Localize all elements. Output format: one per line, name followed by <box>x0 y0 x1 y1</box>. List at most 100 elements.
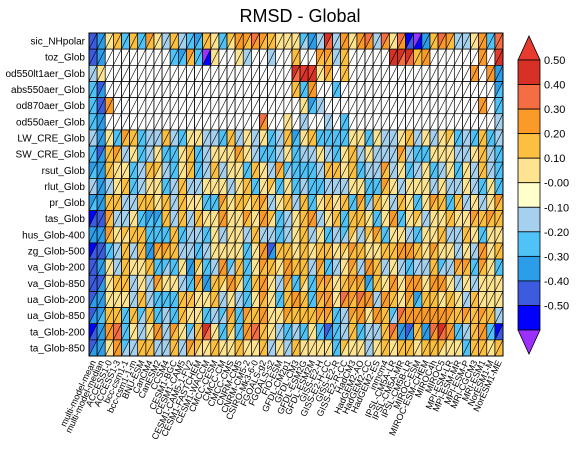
heatmap-cell <box>186 145 195 163</box>
heatmap-cell <box>226 307 236 324</box>
heatmap-cell <box>202 145 212 163</box>
heatmap-cell <box>356 97 366 115</box>
colorbar-swatch <box>517 255 541 282</box>
heatmap-cell <box>332 113 341 131</box>
heatmap-cell <box>429 210 439 228</box>
heatmap-cell <box>356 323 366 341</box>
heatmap-cell <box>186 81 195 98</box>
heatmap-cell <box>267 161 277 179</box>
heatmap-cell <box>445 65 455 82</box>
heatmap-cell <box>348 274 358 292</box>
heatmap-cell <box>356 274 366 292</box>
heatmap-cell <box>259 258 268 276</box>
heatmap-cell <box>348 307 358 324</box>
heatmap-cell <box>397 226 406 244</box>
heatmap-cell <box>291 48 301 66</box>
heatmap-cell <box>242 178 252 195</box>
heatmap-cell <box>234 161 244 179</box>
heatmap-cell <box>389 323 398 341</box>
heatmap-cell <box>186 194 195 211</box>
heatmap-cell <box>145 48 155 66</box>
heatmap-cell <box>470 258 479 276</box>
colorbar-swatch <box>517 305 541 331</box>
heatmap-cell <box>486 65 496 82</box>
heatmap-cell <box>218 65 228 82</box>
heatmap-cell <box>259 97 268 115</box>
heatmap-cell <box>307 339 317 357</box>
heatmap-cell <box>453 129 463 147</box>
heatmap-cell <box>161 323 171 341</box>
heatmap-cell <box>299 161 309 179</box>
heatmap-cell <box>275 48 285 66</box>
heatmap-cell <box>283 194 293 211</box>
heatmap-cell <box>137 113 147 131</box>
heatmap-cell <box>210 129 220 147</box>
heatmap-cell <box>380 48 390 66</box>
heatmap-cell <box>202 307 212 324</box>
heatmap-cell <box>202 32 212 50</box>
heatmap-cell <box>186 323 195 341</box>
heatmap-cell <box>218 145 228 163</box>
heatmap-cell <box>129 32 139 50</box>
heatmap-cell <box>494 161 504 179</box>
heatmap-cell <box>486 161 496 179</box>
heatmap-cell <box>104 32 114 50</box>
heatmap-cell <box>226 97 236 115</box>
heatmap-cell <box>413 65 423 82</box>
heatmap-cell <box>470 210 479 228</box>
heatmap-cell <box>283 32 293 50</box>
heatmap-cell <box>153 178 163 195</box>
heatmap-cell <box>307 97 317 115</box>
heatmap-cell <box>88 48 98 66</box>
heatmap-cell <box>186 48 195 66</box>
heatmap-cell <box>462 226 471 244</box>
heatmap-cell <box>380 210 390 228</box>
heatmap-cell <box>429 32 439 50</box>
heatmap-cell <box>429 145 439 163</box>
heatmap-cell <box>486 129 496 147</box>
heatmap-cell <box>453 145 463 163</box>
heatmap-cell <box>251 258 260 276</box>
heatmap-cell <box>145 129 155 147</box>
heatmap-cell <box>194 307 203 324</box>
heatmap-cell <box>113 291 122 308</box>
heatmap-cell <box>242 339 252 357</box>
heatmap-cell <box>445 97 455 115</box>
heatmap-cell <box>145 194 155 211</box>
heatmap-cell <box>226 226 236 244</box>
heatmap-cell <box>145 97 155 115</box>
heatmap-cell <box>340 32 350 50</box>
heatmap-cell <box>137 81 147 98</box>
heatmap-cell <box>226 178 236 195</box>
heatmap-cell <box>429 129 439 147</box>
heatmap-cell <box>340 48 350 66</box>
heatmap-cell <box>453 194 463 211</box>
heatmap-cell <box>177 274 187 292</box>
heatmap-cell <box>437 226 447 244</box>
heatmap-cell <box>494 339 504 357</box>
heatmap-cell <box>356 161 366 179</box>
heatmap-cell <box>413 32 423 50</box>
heatmap-cell <box>486 226 496 244</box>
heatmap-cell <box>259 226 268 244</box>
heatmap-cell <box>453 291 463 308</box>
heatmap-cell <box>153 323 163 341</box>
heatmap-cell <box>486 323 496 341</box>
heatmap-cell <box>405 194 415 211</box>
heatmap-cell <box>88 339 98 357</box>
heatmap-cell <box>348 113 358 131</box>
heatmap-cell <box>405 307 415 324</box>
heatmap-cell <box>470 339 479 357</box>
heatmap-cell <box>380 339 390 357</box>
heatmap-cell <box>251 97 260 115</box>
heatmap-cell <box>113 161 122 179</box>
heatmap-cell <box>96 145 106 163</box>
heatmap-cell <box>494 210 504 228</box>
heatmap-cell <box>161 81 171 98</box>
heatmap-cell <box>332 226 341 244</box>
heatmap-cell <box>486 32 496 50</box>
heatmap-cell <box>177 258 187 276</box>
heatmap-cell <box>153 339 163 357</box>
heatmap-cell <box>169 81 179 98</box>
heatmap-cell <box>340 291 350 308</box>
